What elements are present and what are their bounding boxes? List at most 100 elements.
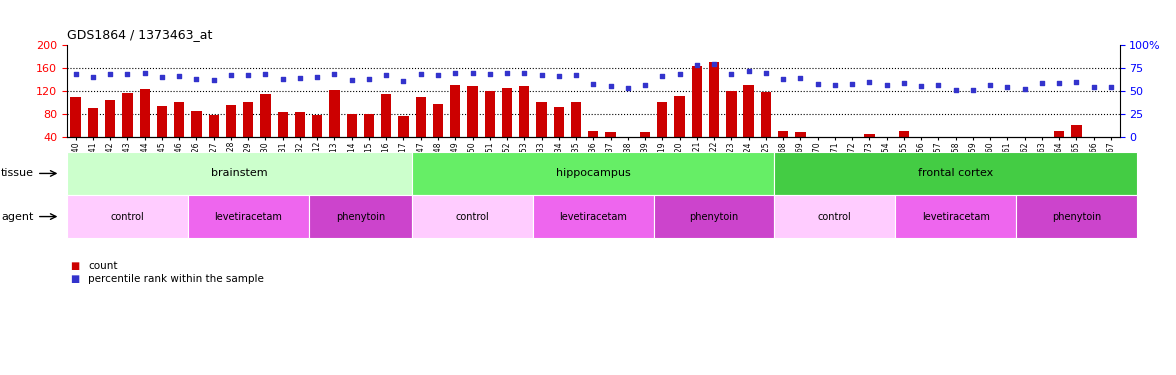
Bar [1002,151,1013,160]
Text: phenytoin: phenytoin [689,211,739,222]
Point [1102,84,1121,90]
Bar [502,88,513,160]
Bar [450,85,461,160]
Text: tissue: tissue [1,168,34,178]
Point [497,70,516,76]
Point [169,73,188,79]
Point [532,72,550,78]
Bar [916,154,927,160]
Point [239,72,258,78]
Point [342,77,361,83]
Bar [174,102,185,160]
Point [187,76,206,82]
Bar [467,86,477,160]
Point [981,81,1000,87]
Point [153,74,172,80]
Bar [536,102,547,160]
Point [463,70,482,76]
Text: ■: ■ [71,261,80,271]
Bar [1020,151,1030,160]
Point [791,75,810,81]
Bar [950,159,961,160]
Bar [761,92,771,160]
Bar [985,146,995,160]
Point [929,81,948,87]
Text: levetiracetam: levetiracetam [560,211,627,222]
Point [911,83,930,89]
Bar [329,90,340,160]
Text: levetiracetam: levetiracetam [922,211,989,222]
Text: agent: agent [1,211,34,222]
Bar [1054,131,1064,160]
Bar [882,147,891,160]
Bar [363,114,374,160]
Bar [570,102,581,160]
Bar [795,132,806,160]
Point [826,81,844,87]
Point [1033,80,1051,86]
Point [567,72,586,78]
Text: count: count [88,261,118,271]
Point [1067,79,1085,85]
Bar [1105,147,1116,160]
Bar [243,102,253,160]
Text: phenytoin: phenytoin [335,211,385,222]
Bar [709,62,720,160]
Point [1050,80,1069,86]
Point [895,80,914,86]
Text: control: control [818,211,851,222]
Bar [140,89,149,160]
Bar [415,97,426,160]
Point [515,70,534,76]
Point [428,72,447,78]
Text: brainstem: brainstem [212,168,268,178]
Bar [1089,148,1098,160]
Point [963,87,982,93]
Point [583,81,602,87]
Bar [192,111,201,160]
Bar [726,91,736,160]
Point [221,72,240,78]
Bar [554,107,564,160]
Point [653,73,671,79]
Bar [208,115,219,160]
Bar [777,131,788,160]
Point [205,77,223,83]
Bar [347,114,356,160]
Bar [1071,125,1082,160]
Text: phenytoin: phenytoin [1051,211,1101,222]
Bar [830,150,840,160]
Bar [588,131,599,160]
Text: levetiracetam: levetiracetam [214,211,282,222]
Bar [934,140,943,160]
Text: hippocampus: hippocampus [556,168,630,178]
Point [808,81,827,87]
Point [722,71,741,77]
Point [83,74,102,80]
Point [688,62,707,68]
Bar [156,106,167,160]
Bar [88,108,98,160]
Point [360,76,379,82]
Bar [312,115,322,160]
Point [740,68,759,74]
Bar [260,94,270,160]
Point [860,79,878,85]
Point [101,71,120,77]
Text: control: control [455,211,489,222]
Point [412,71,430,77]
Point [308,74,327,80]
Text: control: control [111,211,145,222]
Point [843,81,862,87]
Point [704,61,723,67]
Bar [122,93,133,160]
Bar [640,132,650,160]
Point [290,75,309,81]
Bar [898,131,909,160]
Text: frontal cortex: frontal cortex [918,168,994,178]
Point [325,71,343,77]
Text: GDS1864 / 1373463_at: GDS1864 / 1373463_at [67,28,213,41]
Point [480,71,499,77]
Point [446,70,465,76]
Bar [968,159,978,160]
